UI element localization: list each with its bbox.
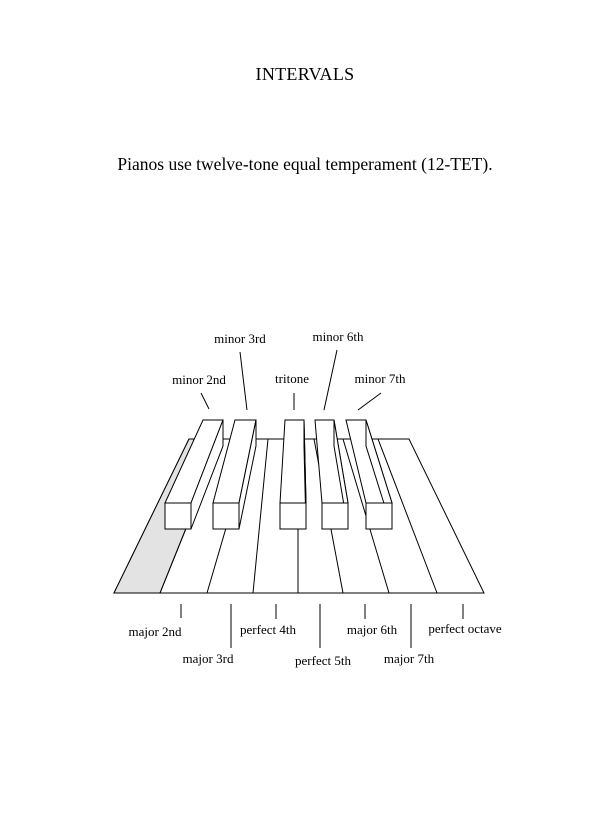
leader-minor-2nd (200, 392, 210, 410)
page-title: INTERVALS (255, 64, 355, 84)
black-key-d-sharp (212, 419, 257, 530)
black-key-g-sharp (314, 419, 349, 530)
label-major-2nd: major 2nd (128, 624, 182, 639)
black-key-c-sharp (164, 419, 224, 530)
leader-minor-6th (323, 349, 338, 411)
black-key-a-sharp (345, 419, 393, 530)
label-major-6th: major 6th (347, 622, 398, 637)
leader-minor-7th (357, 392, 382, 411)
key-divider (252, 438, 269, 594)
label-minor-3rd: minor 3rd (214, 331, 266, 346)
label-minor-2nd: minor 2nd (172, 372, 226, 387)
label-perfect-5th: perfect 5th (295, 653, 351, 668)
page-subtitle: Pianos use twelve-tone equal temperament… (117, 154, 493, 174)
label-minor-6th: minor 6th (313, 329, 364, 344)
label-perfect-4th: perfect 4th (240, 622, 296, 637)
black-key-f-sharp (279, 419, 307, 530)
leader-minor-3rd (239, 351, 248, 411)
label-major-3rd: major 3rd (183, 651, 234, 666)
label-major-7th: major 7th (384, 651, 435, 666)
label-tritone: tritone (275, 371, 309, 386)
label-perfect-octave: perfect octave (428, 621, 501, 636)
label-minor-7th: minor 7th (355, 371, 406, 386)
key-divider (377, 438, 438, 594)
